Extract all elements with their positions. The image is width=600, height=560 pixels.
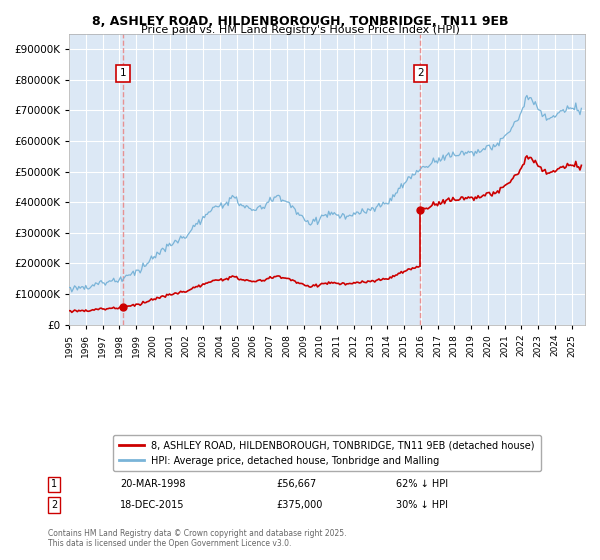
- Legend: 8, ASHLEY ROAD, HILDENBOROUGH, TONBRIDGE, TN11 9EB (detached house), HPI: Averag: 8, ASHLEY ROAD, HILDENBOROUGH, TONBRIDGE…: [113, 435, 541, 472]
- Text: 2: 2: [51, 500, 57, 510]
- Text: Contains HM Land Registry data © Crown copyright and database right 2025.: Contains HM Land Registry data © Crown c…: [48, 529, 347, 538]
- Text: 1: 1: [119, 68, 126, 78]
- Text: 30% ↓ HPI: 30% ↓ HPI: [396, 500, 448, 510]
- Text: £56,667: £56,667: [276, 479, 316, 489]
- Text: 2: 2: [417, 68, 424, 78]
- Text: 20-MAR-1998: 20-MAR-1998: [120, 479, 185, 489]
- Text: 62% ↓ HPI: 62% ↓ HPI: [396, 479, 448, 489]
- Text: Price paid vs. HM Land Registry's House Price Index (HPI): Price paid vs. HM Land Registry's House …: [140, 25, 460, 35]
- Text: 18-DEC-2015: 18-DEC-2015: [120, 500, 185, 510]
- Text: £375,000: £375,000: [276, 500, 322, 510]
- Text: 8, ASHLEY ROAD, HILDENBOROUGH, TONBRIDGE, TN11 9EB: 8, ASHLEY ROAD, HILDENBOROUGH, TONBRIDGE…: [92, 15, 508, 27]
- Text: 1: 1: [51, 479, 57, 489]
- Text: This data is licensed under the Open Government Licence v3.0.: This data is licensed under the Open Gov…: [48, 539, 292, 548]
